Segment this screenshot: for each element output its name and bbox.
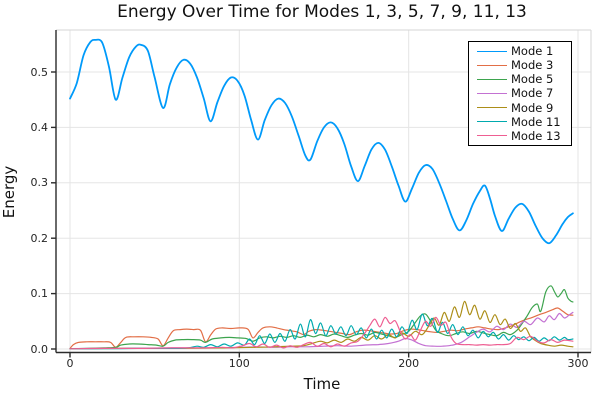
legend-entry-mode-11: Mode 11: [469, 114, 571, 129]
y-tick-label-0.4: 0.4: [30, 121, 49, 134]
x-axis-label: Time: [303, 375, 341, 393]
legend-line-sample: [477, 78, 507, 80]
y-tick-label-0.2: 0.2: [30, 231, 49, 245]
y-tick-label-0.3: 0.3: [30, 176, 49, 190]
y-tick-label-0.5: 0.5: [30, 65, 49, 79]
legend-label: Mode 11: [511, 114, 561, 129]
legend-entry-mode-1: Mode 1: [469, 44, 571, 59]
y-tick-label-0.1: 0.1: [30, 287, 49, 301]
legend-entry-mode-5: Mode 5: [469, 72, 571, 87]
legend-label: Mode 1: [511, 44, 554, 59]
legend-label: Mode 9: [511, 100, 554, 115]
legend-box: Mode 1 Mode 3 Mode 5 Mode 7 Mode 9 Mode …: [468, 41, 572, 146]
y-tick-label-0.0: 0.0: [30, 342, 49, 356]
legend-line-sample: [477, 135, 507, 137]
x-tick-label-300: 300: [567, 357, 589, 370]
legend-entry-mode-3: Mode 3: [469, 58, 571, 73]
legend-entry-mode-9: Mode 9: [469, 100, 571, 115]
legend-label: Mode 3: [511, 58, 554, 73]
legend-label: Mode 5: [511, 72, 554, 87]
legend-line-sample: [477, 92, 507, 94]
legend-label: Mode 13: [511, 128, 561, 143]
legend-line-sample: [477, 121, 507, 123]
legend-entry-mode-7: Mode 7: [469, 86, 571, 101]
x-tick-label-100: 100: [228, 357, 250, 370]
x-tick-label-200: 200: [398, 357, 420, 370]
legend-label: Mode 7: [511, 86, 554, 101]
legend-entry-mode-13: Mode 13: [469, 128, 571, 143]
legend-line-sample: [477, 50, 507, 52]
legend-line-sample: [477, 64, 507, 66]
legend-line-sample: [477, 107, 507, 109]
x-tick-label-0: 0: [66, 357, 74, 370]
y-axis-label: Energy: [0, 165, 18, 219]
chart-title: Energy Over Time for Modes 1, 3, 5, 7, 9…: [117, 2, 527, 22]
